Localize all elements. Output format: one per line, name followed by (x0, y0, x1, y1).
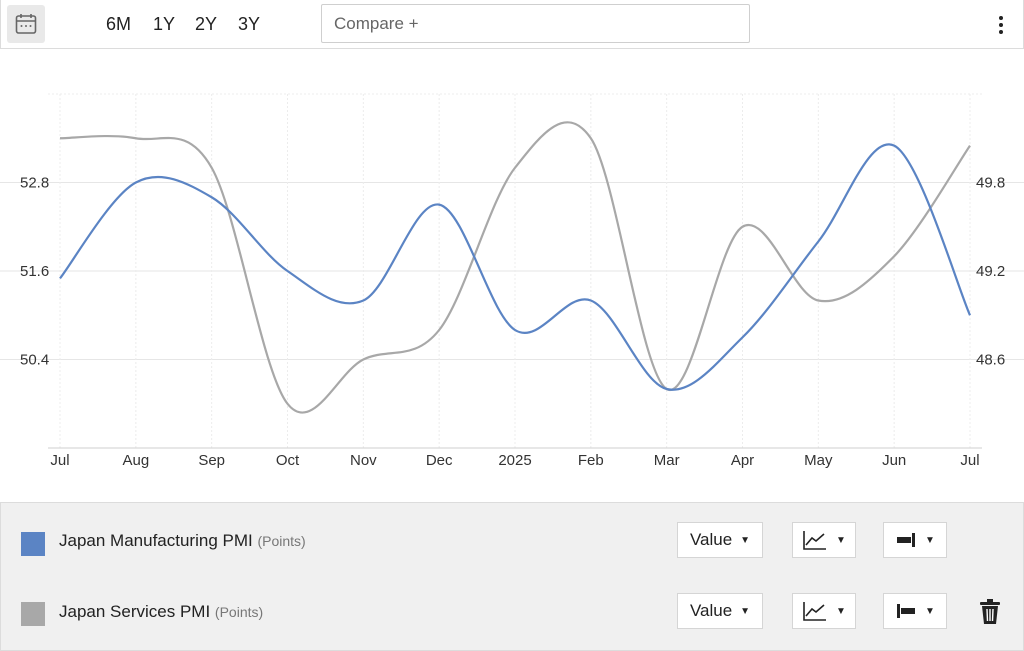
calendar-button[interactable] (7, 5, 45, 43)
series-name: Japan Manufacturing PMI (Points) (59, 531, 306, 551)
caret-down-icon: ▼ (740, 534, 751, 546)
axis-dropdown[interactable]: ▼ (883, 593, 947, 629)
value-dropdown-label: Value (689, 530, 733, 549)
x-tick-label: Jul (50, 452, 69, 469)
y-left-tick-label: 52.8 (20, 175, 49, 192)
range-3y[interactable]: 3Y (238, 14, 261, 34)
x-tick-label: Sep (198, 452, 225, 469)
caret-down-icon: ▼ (740, 605, 751, 617)
caret-down-icon: ▼ (836, 605, 846, 617)
y-right-tick-label: 48.6 (976, 352, 1005, 369)
more-options-icon[interactable] (991, 12, 1011, 38)
value-dropdown-label: Value (689, 601, 733, 620)
series-unit: (Points) (214, 604, 264, 620)
series-line-manufacturing (59, 143, 972, 391)
x-tick-label: Nov (350, 452, 377, 469)
x-tick-label: May (804, 452, 833, 469)
pmi-line-chart: 50.4 51.6 52.8 48.6 49.2 49.8 Jul Aug Sep Oct Nov D… (0, 93, 1024, 469)
compare-input[interactable]: Compare + (321, 4, 750, 43)
x-tick-label: Dec (426, 452, 453, 469)
x-tick-label: Feb (578, 452, 604, 469)
series-name: Japan Services PMI (Points) (59, 602, 263, 622)
series-name-text: Japan Manufacturing PMI (59, 531, 253, 550)
line-chart-icon (803, 602, 827, 621)
x-tick-label: 2025 (498, 452, 531, 469)
chart-type-dropdown[interactable]: ▼ (792, 522, 856, 558)
value-dropdown[interactable]: Value ▼ (677, 522, 763, 558)
range-2y[interactable]: 2Y (195, 14, 218, 34)
y-right-tick-label: 49.2 (976, 263, 1005, 280)
axis-dropdown[interactable]: ▼ (883, 522, 947, 558)
axis-left-icon (897, 533, 916, 547)
y-left-tick-label: 50.4 (20, 352, 49, 369)
caret-down-icon: ▼ (925, 534, 935, 546)
chart-type-dropdown[interactable]: ▼ (792, 593, 856, 629)
legend-row-services: Japan Services PMI (Points) Value ▼ ▼ ▼ (1, 583, 1023, 643)
axis-right-icon (897, 604, 916, 618)
series-legend-panel: Japan Manufacturing PMI (Points) Value ▼ … (0, 502, 1024, 651)
x-tick-label: Mar (654, 452, 680, 469)
legend-row-manufacturing: Japan Manufacturing PMI (Points) Value ▼ … (1, 512, 1023, 572)
trash-icon[interactable] (977, 598, 1003, 626)
series-swatch[interactable] (21, 532, 45, 556)
y-left-tick-label: 51.6 (20, 263, 49, 280)
y-right-tick-label: 49.8 (976, 175, 1005, 192)
value-dropdown[interactable]: Value ▼ (677, 593, 763, 629)
caret-down-icon: ▼ (836, 534, 846, 546)
range-1y[interactable]: 1Y (153, 14, 176, 34)
line-chart-icon (803, 531, 827, 550)
range-6m[interactable]: 6M (106, 14, 132, 34)
series-unit: (Points) (257, 533, 306, 549)
series-swatch[interactable] (21, 602, 45, 626)
caret-down-icon: ▼ (925, 605, 935, 617)
series-name-text: Japan Services PMI (59, 602, 211, 621)
x-tick-label: Jun (882, 452, 906, 469)
x-tick-label: Aug (122, 452, 149, 469)
x-tick-label: Apr (731, 452, 754, 469)
chart-toolbar: 6M 1Y 2Y 3Y Compare + (0, 0, 1024, 49)
x-tick-label: Oct (276, 452, 300, 469)
x-tick-label: Jul (960, 452, 979, 469)
calendar-icon (15, 14, 37, 34)
series-line-services (59, 121, 971, 414)
